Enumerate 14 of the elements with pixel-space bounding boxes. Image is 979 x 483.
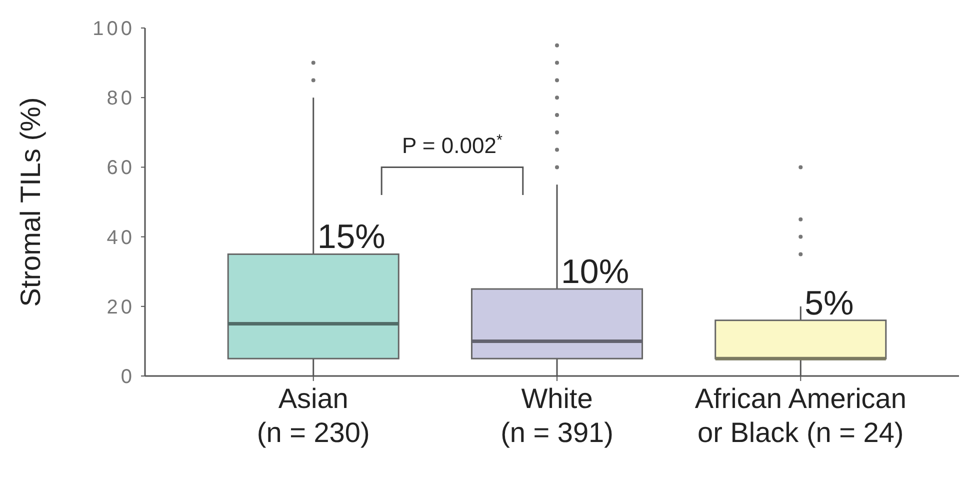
y-axis-title: Stromal TILs (%) bbox=[15, 97, 46, 307]
annotation: 5% bbox=[804, 284, 854, 322]
x-tick-label: African American or Black (n = 24) bbox=[694, 383, 906, 448]
y-tick-label: 60 bbox=[106, 157, 135, 180]
x-tick-label: White (n = 391) bbox=[500, 383, 614, 448]
y-tick-label: 100 bbox=[92, 18, 135, 40]
y-tick-label: 80 bbox=[106, 88, 135, 110]
y-tick-label: 20 bbox=[106, 296, 135, 318]
y-tick-label: 0 bbox=[120, 366, 135, 388]
annotation: 15% bbox=[317, 218, 386, 256]
x-tick-label: Asian (n = 230) bbox=[256, 383, 370, 448]
annotation: 10% bbox=[561, 253, 630, 291]
annotation: P = 0.002$^{*}$ bbox=[402, 132, 502, 158]
y-tick-label: 40 bbox=[106, 226, 135, 249]
